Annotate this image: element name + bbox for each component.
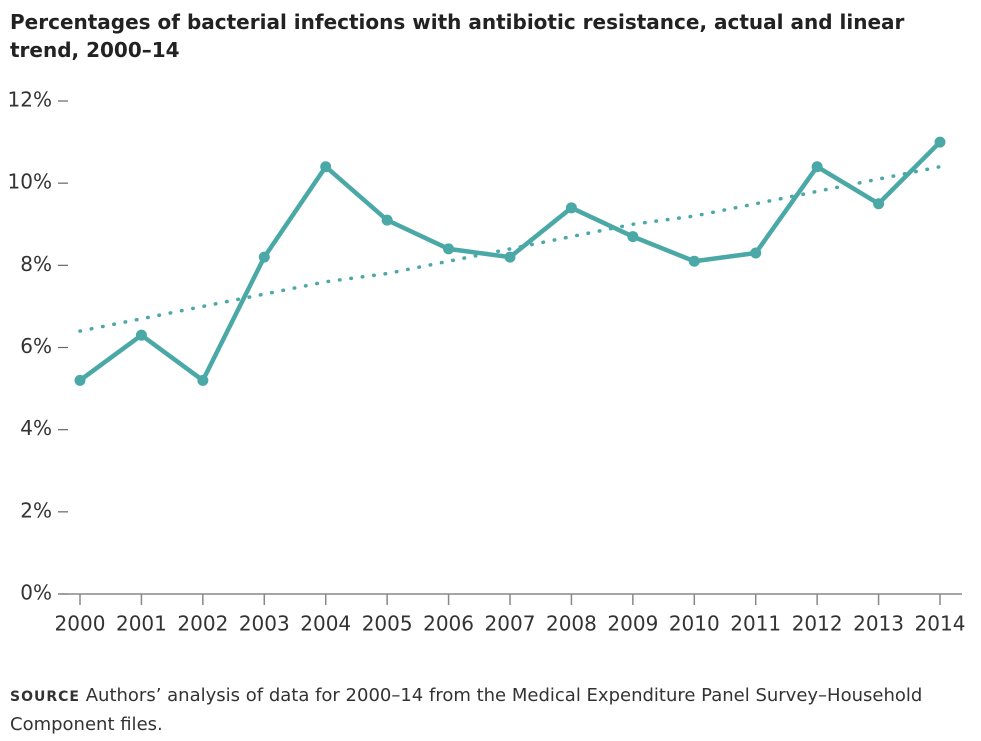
- data-point: [934, 136, 946, 148]
- y-tick-label: 4%: [20, 416, 52, 440]
- x-tick-label: 2007: [485, 612, 536, 636]
- data-point: [504, 251, 516, 263]
- x-tick-label: 2002: [177, 612, 228, 636]
- trend-line: [78, 164, 942, 333]
- x-tick-label: 2013: [853, 612, 904, 636]
- data-point: [381, 214, 393, 226]
- data-point: [565, 202, 577, 214]
- x-tick-label: 2006: [423, 612, 474, 636]
- x-tick-label: 2014: [915, 612, 966, 636]
- data-point: [873, 198, 885, 210]
- data-point: [74, 374, 86, 386]
- data-point: [688, 255, 700, 267]
- data-point: [135, 329, 147, 341]
- source-text: Authors’ analysis of data for 2000–14 fr…: [10, 685, 923, 735]
- y-tick-label: 6%: [20, 334, 52, 358]
- y-tick-label: 10%: [8, 170, 52, 194]
- source-label: SOURCE: [10, 689, 80, 705]
- data-point: [320, 161, 332, 173]
- chart: 0% 2% 4% 6% 8% 10% 12% 2000 2001 2002 2003 2004 2005…: [8, 88, 966, 636]
- data-point: [627, 231, 639, 243]
- data-point: [197, 374, 209, 386]
- data-point: [811, 161, 823, 173]
- data-point: [258, 251, 270, 263]
- x-tick-label: 2012: [792, 612, 843, 636]
- x-tick-label: 2004: [300, 612, 351, 636]
- source-note: SOURCE Authors’ analysis of data for 200…: [10, 682, 970, 739]
- y-tick-label: 0%: [20, 581, 52, 605]
- data-point: [443, 243, 455, 255]
- x-tick-label: 2000: [55, 612, 106, 636]
- y-tick-label: 8%: [20, 252, 52, 276]
- chart-title: Percentages of bacterial infections with…: [10, 10, 905, 62]
- x-tick-label: 2008: [546, 612, 597, 636]
- y-tick-label: 12%: [8, 88, 52, 112]
- data-point: [750, 247, 762, 259]
- x-tick-label: 2001: [116, 612, 167, 636]
- y-tick-label: 2%: [20, 498, 52, 522]
- x-tick-label: 2010: [669, 612, 720, 636]
- x-tick-label: 2009: [607, 612, 658, 636]
- x-tick-label: 2005: [362, 612, 413, 636]
- x-tick-label: 2003: [239, 612, 290, 636]
- x-tick-label: 2011: [730, 612, 781, 636]
